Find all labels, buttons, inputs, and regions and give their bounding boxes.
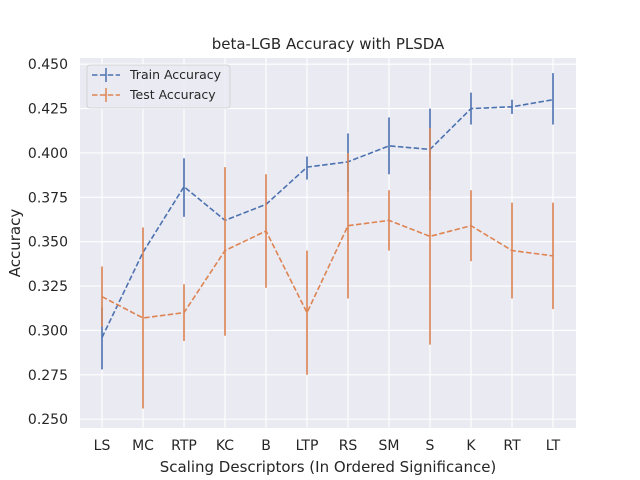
x-tick-label: MC: [132, 438, 154, 454]
plot-background: [80, 58, 576, 428]
x-tick-label: LTP: [296, 438, 319, 454]
y-axis-label: Accuracy: [6, 209, 24, 278]
x-tick-label: LS: [94, 438, 111, 454]
x-axis-label: Scaling Descriptors (In Ordered Signific…: [160, 458, 497, 476]
x-tick-label: RTP: [171, 438, 197, 454]
x-tick-label: KC: [216, 438, 234, 454]
y-tick-label: 0.425: [28, 102, 68, 118]
y-tick-label: 0.325: [28, 279, 68, 295]
y-tick-label: 0.250: [28, 412, 68, 428]
legend-train-label: Train Accuracy: [129, 67, 222, 82]
y-tick-label: 0.350: [28, 235, 68, 251]
y-tick-label: 0.400: [28, 146, 68, 162]
legend-box: [86, 64, 231, 109]
series-layer: [101, 73, 554, 409]
x-tick-label: RT: [503, 438, 521, 454]
series-line: [101, 219, 554, 319]
y-tick-label: 0.450: [28, 57, 68, 73]
y-tick-label: 0.375: [28, 190, 68, 206]
series-line: [101, 98, 554, 338]
chart-title: beta-LGB Accuracy with PLSDA: [212, 35, 445, 53]
y-tick-label: 0.275: [28, 368, 68, 384]
y-tick-label: 0.300: [28, 323, 68, 339]
series-test: [101, 128, 554, 409]
x-tick-label: S: [426, 438, 435, 454]
x-tick-label: K: [466, 438, 476, 454]
legend: Train Accuracy Test Accuracy: [86, 64, 231, 109]
x-tick-label: RS: [339, 438, 358, 454]
x-tick-labels: LS MC RTP KC B LTP RS SM S K RT LT: [94, 438, 561, 454]
x-tick-label: LT: [546, 438, 561, 454]
y-tick-labels: 0.250 0.275 0.300 0.325 0.350 0.375 0.400 0.425…: [28, 57, 68, 428]
x-tick-label: SM: [379, 438, 400, 454]
x-tick-label: B: [261, 438, 271, 454]
legend-test-label: Test Accuracy: [129, 87, 216, 102]
